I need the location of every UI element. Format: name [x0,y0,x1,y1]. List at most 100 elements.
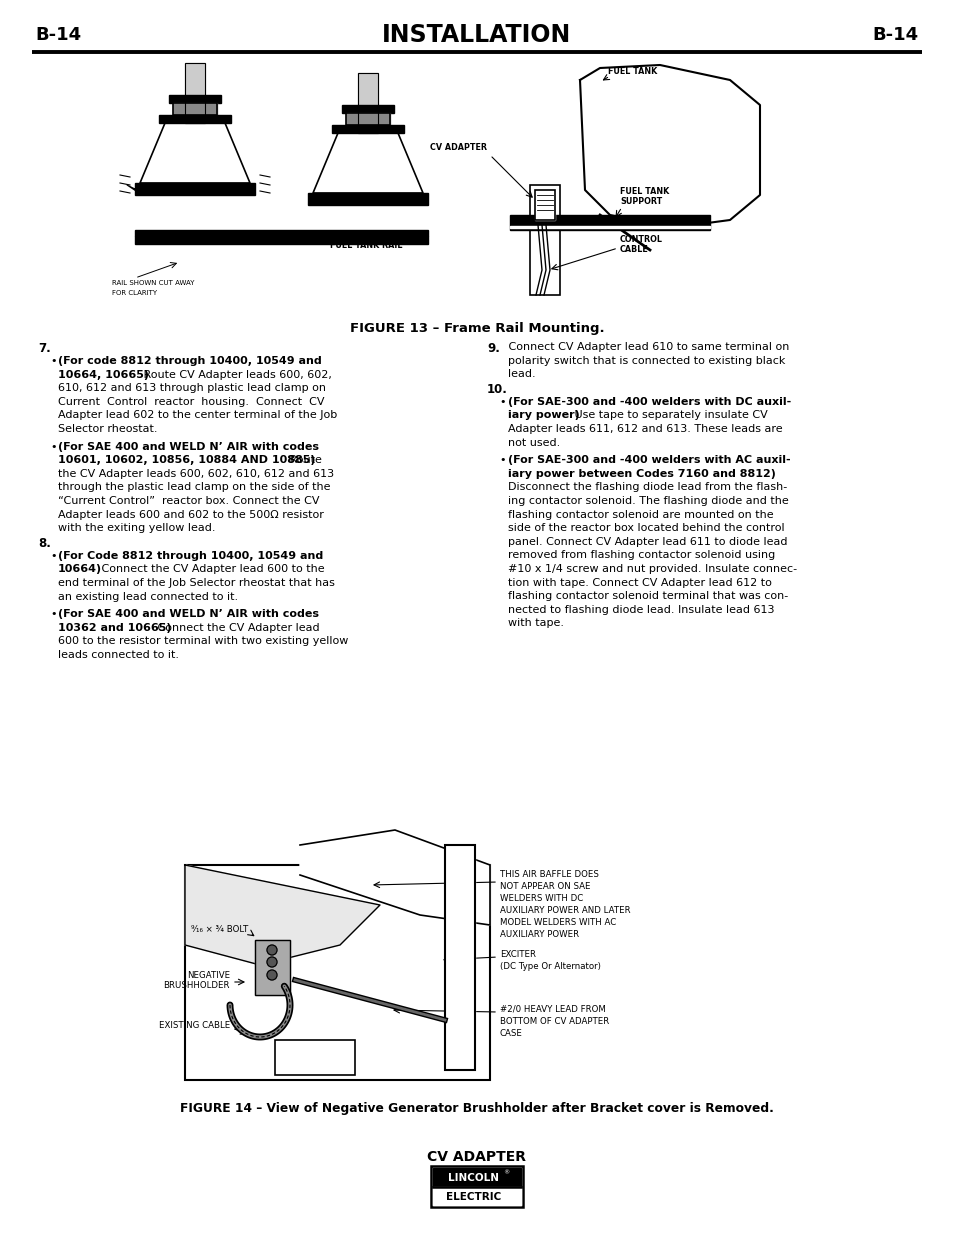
Bar [444,845,475,1070]
Bar [185,63,205,124]
Text: •: • [50,551,56,561]
Bar [357,73,377,133]
Bar [357,73,377,133]
Text: Disconnect the flashing diode lead from the flash-: Disconnect the flashing diode lead from … [507,483,786,493]
Text: panel. Connect CV Adapter lead 611 to diode lead: panel. Connect CV Adapter lead 611 to di… [507,537,786,547]
Text: Selector rheostat.: Selector rheostat. [58,424,157,433]
Text: (For SAE-300 and -400 welders with AC auxil-: (For SAE-300 and -400 welders with AC au… [507,456,790,466]
Text: B-14: B-14 [872,26,918,44]
Text: 8.: 8. [38,537,51,550]
Text: Connect CV Adapter lead 610 to same terminal on: Connect CV Adapter lead 610 to same term… [504,342,788,352]
Bar [433,1187,520,1205]
Text: FIGURE 13 – Frame Rail Mounting.: FIGURE 13 – Frame Rail Mounting. [350,322,603,335]
Bar [274,1040,355,1074]
Bar [254,940,290,995]
Text: iary power): iary power) [507,410,579,420]
Text: not used.: not used. [507,437,559,447]
Bar [510,215,709,230]
Text: 610, 612 and 613 through plastic lead clamp on: 610, 612 and 613 through plastic lead cl… [58,383,326,393]
Text: flashing contactor solenoid terminal that was con-: flashing contactor solenoid terminal tha… [507,592,787,601]
Text: AUXILIARY POWER: AUXILIARY POWER [499,930,578,939]
Text: (For SAE-300 and -400 welders with DC auxil-: (For SAE-300 and -400 welders with DC au… [507,396,790,406]
Bar [530,185,559,295]
Text: 10664): 10664) [58,564,102,574]
Bar [185,864,490,1079]
Text: •: • [50,356,56,366]
Text: through the plastic lead clamp on the side of the: through the plastic lead clamp on the si… [58,483,330,493]
Text: 10601, 10602, 10856, 10884 AND 10885): 10601, 10602, 10856, 10884 AND 10885) [58,456,315,466]
Text: (For SAE 400 and WELD N’ AIR with codes: (For SAE 400 and WELD N’ AIR with codes [58,442,318,452]
Bar [172,103,216,115]
Text: flashing contactor solenoid are mounted on the: flashing contactor solenoid are mounted … [507,510,773,520]
Text: leads connected to it.: leads connected to it. [58,650,179,659]
Text: FUEL TANK RAIL: FUEL TANK RAIL [330,241,402,249]
Text: AUXILIARY POWER AND LATER: AUXILIARY POWER AND LATER [499,906,630,915]
Text: CV ADAPTER: CV ADAPTER [430,143,486,152]
Bar [444,845,475,1070]
Text: with tape.: with tape. [507,619,563,629]
Text: FUEL TANK: FUEL TANK [619,188,669,196]
Circle shape [267,969,276,981]
Polygon shape [185,864,379,965]
Text: Current  Control  reactor  housing.  Connect  CV: Current Control reactor housing. Connect… [58,396,324,406]
Bar [530,185,559,295]
Bar [185,864,490,1079]
Text: (For SAE 400 and WELD N’ AIR with codes: (For SAE 400 and WELD N’ AIR with codes [58,609,318,619]
Text: #2/0 HEAVY LEAD FROM: #2/0 HEAVY LEAD FROM [499,1005,605,1014]
Text: (For code 8812 through 10400, 10549 and: (For code 8812 through 10400, 10549 and [58,356,321,366]
Text: BOTTOM OF CV ADAPTER: BOTTOM OF CV ADAPTER [499,1016,609,1026]
Text: BRUSHHOLDER: BRUSHHOLDER [163,982,230,990]
Text: #10 x 1/4 screw and nut provided. Insulate connec-: #10 x 1/4 screw and nut provided. Insula… [507,564,797,574]
Text: CASE: CASE [499,1029,522,1037]
Bar [254,940,290,995]
Bar [535,190,555,220]
Bar [135,236,428,245]
Text: tion with tape. Connect CV Adapter lead 612 to: tion with tape. Connect CV Adapter lead … [507,578,771,588]
Text: Connect the CV Adapter lead: Connect the CV Adapter lead [153,622,319,632]
Text: •: • [498,396,505,406]
Text: an existing lead connected to it.: an existing lead connected to it. [58,592,238,601]
Polygon shape [299,830,490,925]
Circle shape [267,957,276,967]
Text: 10.: 10. [486,383,507,395]
Bar [169,95,221,103]
Polygon shape [140,124,250,183]
Circle shape [267,945,276,955]
Text: •: • [498,456,505,466]
Text: 9.: 9. [486,342,499,354]
Bar [346,112,390,125]
Text: CABLE: CABLE [619,246,648,254]
Text: EXISTING CABLE: EXISTING CABLE [158,1020,230,1030]
Bar [535,190,555,220]
Text: ing contactor solenoid. The flashing diode and the: ing contactor solenoid. The flashing dio… [507,496,788,506]
Text: end terminal of the Job Selector rheostat that has: end terminal of the Job Selector rheosta… [58,578,335,588]
Text: Adapter leads 611, 612 and 613. These leads are: Adapter leads 611, 612 and 613. These le… [507,424,781,433]
Text: (DC Type Or Alternator): (DC Type Or Alternator) [499,962,600,971]
Bar [172,103,216,115]
Bar [135,183,254,195]
Text: removed from flashing contactor solenoid using: removed from flashing contactor solenoid… [507,551,775,561]
Text: Route CV Adapter leads 600, 602,: Route CV Adapter leads 600, 602, [140,369,332,379]
Bar [510,226,709,228]
Text: INSTALLATION: INSTALLATION [382,23,571,47]
Text: •: • [50,442,56,452]
Bar [341,105,394,112]
Text: Use tape to separately insulate CV: Use tape to separately insulate CV [571,410,767,420]
Text: Adapter leads 600 and 602 to the 500Ω resistor: Adapter leads 600 and 602 to the 500Ω re… [58,510,323,520]
Bar [332,125,403,133]
Text: ®: ® [502,1171,509,1176]
Text: ELECTRIC: ELECTRIC [446,1192,501,1202]
Bar [185,63,205,124]
Text: NEGATIVE: NEGATIVE [187,971,230,979]
Bar [308,193,428,205]
Bar [135,230,428,236]
Text: WELDERS WITH DC: WELDERS WITH DC [499,894,582,903]
Text: FOR CLARITY: FOR CLARITY [112,290,157,296]
Text: RAIL SHOWN CUT AWAY: RAIL SHOWN CUT AWAY [112,280,194,287]
Text: with the exiting yellow lead.: with the exiting yellow lead. [58,524,215,534]
Text: side of the reactor box located behind the control: side of the reactor box located behind t… [507,524,783,534]
Text: EXCITER: EXCITER [499,950,536,960]
Text: CV ADAPTER: CV ADAPTER [427,1150,526,1165]
Bar [431,1166,522,1207]
Text: the CV Adapter leads 600, 602, 610, 612 and 613: the CV Adapter leads 600, 602, 610, 612 … [58,469,334,479]
